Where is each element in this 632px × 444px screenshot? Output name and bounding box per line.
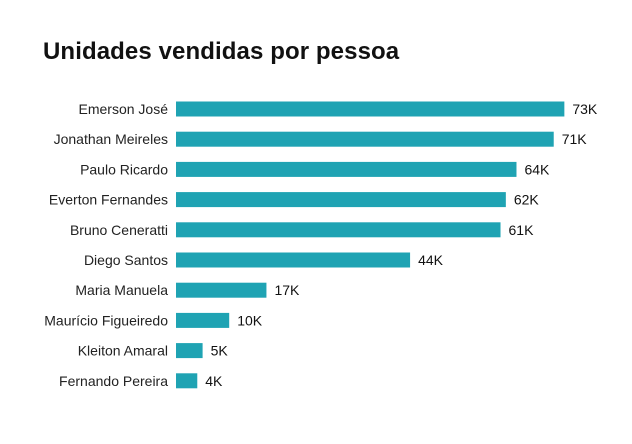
value-label: 73K <box>572 101 598 117</box>
bar <box>176 192 506 208</box>
category-label: Diego Santos <box>84 252 168 268</box>
value-label: 61K <box>509 222 535 238</box>
bar <box>176 222 501 238</box>
bar <box>176 373 198 389</box>
category-label: Emerson José <box>79 101 169 117</box>
value-label: 10K <box>237 312 263 328</box>
value-label: 44K <box>418 252 444 268</box>
value-label: 71K <box>562 131 588 147</box>
chart-title: Unidades vendidas por pessoa <box>43 38 400 65</box>
value-label: 4K <box>205 373 223 389</box>
category-label: Paulo Ricardo <box>80 161 168 177</box>
bar <box>176 161 517 177</box>
bar <box>176 101 565 117</box>
category-label: Jonathan Meireles <box>54 131 168 147</box>
bar <box>176 131 554 147</box>
value-label: 17K <box>274 282 300 298</box>
bar <box>176 282 267 298</box>
bar <box>176 312 230 328</box>
bar <box>176 252 411 268</box>
value-label: 64K <box>524 161 550 177</box>
bar <box>176 343 203 359</box>
category-label: Fernando Pereira <box>59 373 168 389</box>
category-label: Maria Manuela <box>75 282 168 298</box>
category-label: Kleiton Amaral <box>78 343 168 359</box>
value-label: 5K <box>211 343 229 359</box>
category-label: Everton Fernandes <box>49 192 168 208</box>
value-label: 62K <box>514 192 540 208</box>
category-label: Maurício Figueiredo <box>44 312 168 328</box>
category-label: Bruno Ceneratti <box>70 222 168 238</box>
